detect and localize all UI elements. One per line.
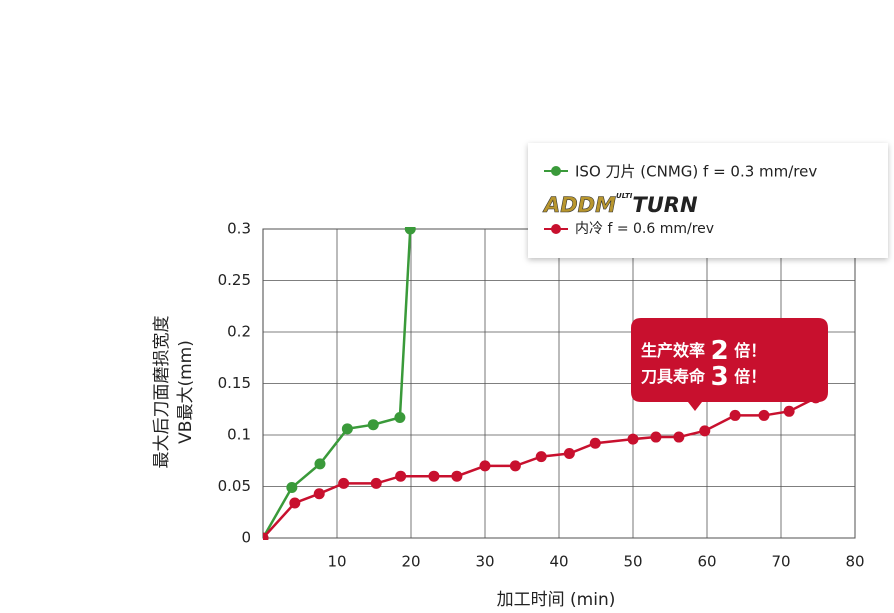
x-tick-label: 30: [475, 553, 494, 571]
y-tick-label: 0.15: [218, 374, 251, 392]
data-point: [535, 451, 547, 463]
data-point: [451, 470, 463, 482]
x-tick-label: 70: [771, 553, 790, 571]
annotation-number: 2: [711, 336, 729, 366]
x-tick-label: 60: [697, 553, 716, 571]
data-point: [783, 405, 795, 417]
data-point: [589, 437, 601, 449]
data-point: [428, 470, 440, 482]
data-point: [289, 497, 301, 509]
x-tick-label: 50: [623, 553, 642, 571]
annotation-text: 生产效率: [641, 341, 705, 360]
callout: 生产效率 2 倍！ 刀具寿命 3 倍！: [631, 318, 828, 411]
x-axis-label: 加工时间 (min): [497, 590, 616, 610]
y-tick-label: 0: [241, 529, 251, 547]
legend-label: 内冷 f = 0.6 mm/rev: [575, 221, 714, 237]
data-point: [367, 419, 379, 431]
x-tick-label: 80: [845, 553, 864, 571]
data-point: [313, 488, 325, 500]
y-tick-label: 0.25: [218, 271, 251, 289]
logo-text: TURN: [632, 193, 698, 217]
y-tick-label: 0.05: [218, 477, 251, 495]
legend-label: ISO 刀片 (CNMG) f = 0.3 mm/rev: [575, 163, 817, 181]
data-point: [479, 460, 491, 472]
annotation-text: 倍！: [734, 367, 766, 386]
data-point: [314, 458, 326, 470]
data-point: [509, 460, 521, 472]
data-point: [341, 423, 353, 435]
y-axis-label: VB最大(mm): [176, 340, 196, 444]
data-point: [673, 431, 685, 443]
y-tick-label: 0.3: [227, 220, 251, 238]
data-point: [563, 448, 575, 460]
legend-marker: [551, 224, 561, 234]
y-tick-label: 0.2: [227, 323, 251, 341]
data-point: [650, 431, 662, 443]
data-point: [394, 411, 406, 423]
logo-text: ULTI: [616, 192, 633, 200]
x-tick-label: 40: [549, 553, 568, 571]
legend: ISO 刀片 (CNMG) f = 0.3 mm/rev ADDMULTITUR…: [528, 143, 888, 258]
data-point: [729, 409, 741, 421]
data-point: [404, 227, 416, 235]
y-axis-label: 最大后刀面磨损宽度: [152, 316, 172, 469]
data-point: [286, 482, 298, 494]
svg-text:刀具寿命 3 倍！: 刀具寿命 3 倍！: [641, 362, 766, 392]
data-point: [263, 532, 269, 540]
y-tick-label: 0.1: [227, 426, 251, 444]
annotation-number: 3: [711, 362, 729, 392]
x-tick-label: 20: [401, 553, 420, 571]
logo-text: ADDM: [542, 193, 616, 217]
svg-text:生产效率 2 倍！: 生产效率 2 倍！: [641, 336, 766, 366]
data-point: [338, 477, 350, 489]
data-point: [758, 409, 770, 421]
data-point: [699, 425, 711, 437]
data-point: [370, 477, 382, 489]
annotation-text: 刀具寿命: [641, 367, 706, 386]
data-point: [627, 433, 639, 445]
svg-text:ADDMULTITURN: ADDMULTITURN: [542, 192, 698, 217]
x-tick-label: 10: [327, 553, 346, 571]
legend-marker: [551, 166, 561, 176]
annotation-text: 倍！: [734, 341, 766, 360]
data-point: [395, 470, 407, 482]
